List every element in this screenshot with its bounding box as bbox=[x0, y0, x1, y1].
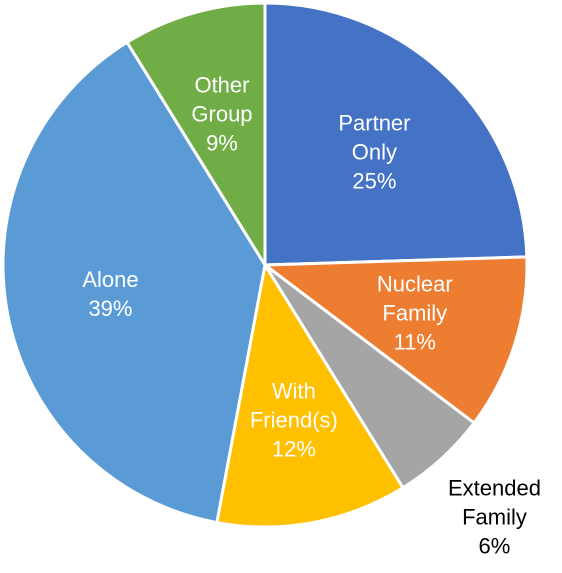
category-label: Nuclear Family bbox=[376, 271, 453, 326]
pie-slice bbox=[215, 260, 405, 529]
slice-label: Nuclear Family 11% bbox=[360, 269, 470, 356]
slice-label: Alone 39% bbox=[55, 265, 165, 323]
pie-slice bbox=[260, 255, 529, 425]
category-label: With Friend(s) bbox=[249, 378, 338, 433]
category-label: Alone bbox=[82, 266, 139, 292]
value-label: 39% bbox=[88, 295, 133, 321]
pie-slice bbox=[1, 40, 267, 525]
category-label: Other Group bbox=[191, 72, 253, 127]
value-label: 12% bbox=[271, 436, 316, 462]
value-label: 25% bbox=[352, 168, 397, 194]
category-label: Extended Family bbox=[447, 475, 541, 530]
category-label: Partner Only bbox=[338, 110, 411, 165]
slice-label: Partner Only 25% bbox=[319, 109, 429, 196]
slice-label: With Friend(s) 12% bbox=[239, 376, 349, 463]
pie-slice bbox=[125, 1, 267, 271]
value-label: 6% bbox=[478, 533, 511, 559]
slice-label: Extended Family 6% bbox=[439, 473, 549, 560]
pie-slice bbox=[263, 1, 529, 267]
value-label: 11% bbox=[393, 329, 436, 355]
slice-label: Other Group 9% bbox=[167, 70, 277, 157]
value-label: 9% bbox=[206, 130, 238, 156]
